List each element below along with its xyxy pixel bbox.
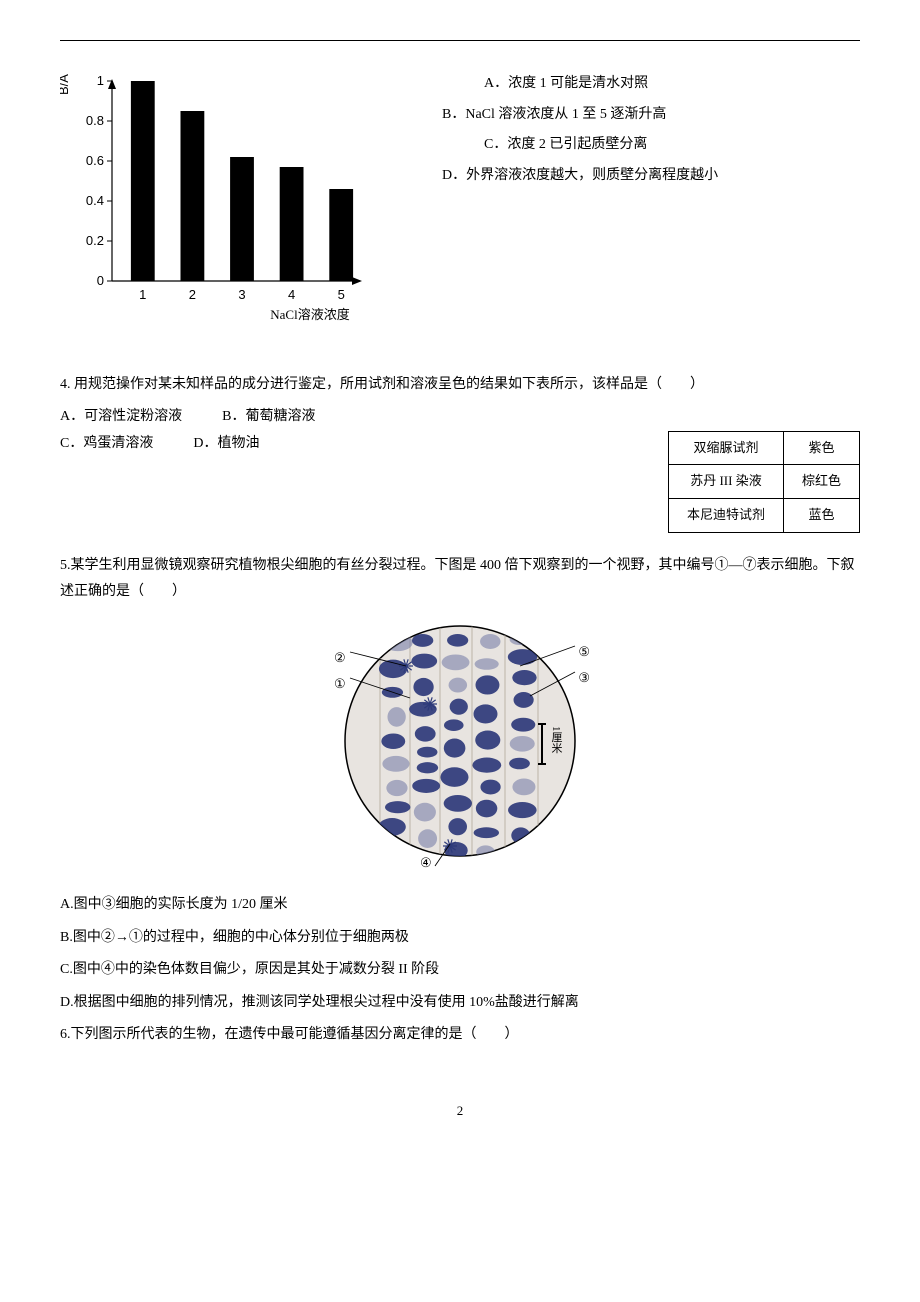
q4-option-b: B．葡萄糖溶液 [222, 404, 315, 431]
svg-text:1: 1 [139, 287, 146, 302]
svg-text:1: 1 [97, 73, 104, 88]
table-row: 本尼迪特试剂蓝色 [668, 499, 859, 533]
svg-text:0: 0 [97, 273, 104, 288]
micro-label-4: ④ [420, 851, 432, 876]
q5-option-b: B.图中②→①的过程中，细胞的中心体分别位于细胞两极 [60, 925, 860, 952]
q5-text: 5.某学生利用显微镜观察研究植物根尖细胞的有丝分裂过程。下图是 400 倍下观察… [60, 553, 860, 606]
svg-text:B/A: B/A [60, 74, 71, 95]
svg-text:0.4: 0.4 [86, 193, 104, 208]
svg-text:0.6: 0.6 [86, 153, 104, 168]
q6-text: 6.下列图示所代表的生物，在遗传中最可能遵循基因分离定律的是（ ） [60, 1022, 860, 1049]
q3-options: A．浓度 1 可能是清水对照 B．NaCl 溶液浓度从 1 至 5 逐渐升高 C… [400, 71, 860, 193]
q5-option-d: D.根据图中细胞的排列情况，推测该同学处理根尖过程中没有使用 10%盐酸进行解离 [60, 990, 860, 1017]
page-number: 2 [60, 1099, 860, 1124]
svg-text:2: 2 [189, 287, 196, 302]
q3-option-a: A．浓度 1 可能是清水对照 [400, 71, 860, 98]
table-row: 苏丹 III 染液棕红色 [668, 465, 859, 499]
q4-text: 4. 用规范操作对某未知样品的成分进行鉴定，所用试剂和溶液呈色的结果如下表所示，… [60, 372, 860, 399]
micro-label-1: ① [334, 672, 346, 697]
q3-row: 0 0.2 0.4 0.6 0.8 1 B/A 1 2 3 4 5 NaCl溶液浓度 A．浓度 1 可能… [60, 71, 860, 342]
bar-chart: 0 0.2 0.4 0.6 0.8 1 B/A 1 2 3 4 5 NaCl溶液浓度 [60, 71, 370, 342]
table-row: 双缩脲试剂紫色 [668, 431, 859, 465]
svg-text:4: 4 [288, 287, 295, 302]
micro-scale-label: 1厘米 [545, 726, 566, 754]
micrograph-wrap: ② ① ⑤ ③ ④ 1厘米 [60, 616, 860, 876]
q3-option-c: C．浓度 2 已引起质壁分离 [400, 132, 860, 159]
top-rule [60, 40, 860, 41]
micro-label-3: ③ [578, 666, 590, 691]
micro-label-5: ⑤ [578, 640, 590, 665]
q4-option-d: D．植物油 [193, 431, 259, 458]
q4-option-c: C．鸡蛋清溶液 [60, 431, 153, 458]
svg-text:5: 5 [338, 287, 345, 302]
q4-options-row1: A．可溶性淀粉溶液 B．葡萄糖溶液 [60, 404, 860, 431]
q5-option-c: C.图中④中的染色体数目偏少，原因是其处于减数分裂 II 阶段 [60, 957, 860, 984]
reagent-table: 双缩脲试剂紫色苏丹 III 染液棕红色本尼迪特试剂蓝色 [668, 431, 860, 533]
q5-option-a: A.图中③细胞的实际长度为 1/20 厘米 [60, 892, 860, 919]
micro-label-2: ② [334, 646, 346, 671]
svg-text:3: 3 [238, 287, 245, 302]
q4-options-row2: C．鸡蛋清溶液 D．植物油 双缩脲试剂紫色苏丹 III 染液棕红色本尼迪特试剂蓝… [60, 431, 860, 533]
q3-option-d: D．外界溶液浓度越大，则质壁分离程度越小 [400, 163, 860, 190]
q4-option-a: A．可溶性淀粉溶液 [60, 404, 182, 431]
svg-text:NaCl溶液浓度: NaCl溶液浓度 [270, 307, 349, 322]
svg-text:0.2: 0.2 [86, 233, 104, 248]
q3-option-b: B．NaCl 溶液浓度从 1 至 5 逐渐升高 [400, 102, 860, 129]
svg-text:0.8: 0.8 [86, 113, 104, 128]
